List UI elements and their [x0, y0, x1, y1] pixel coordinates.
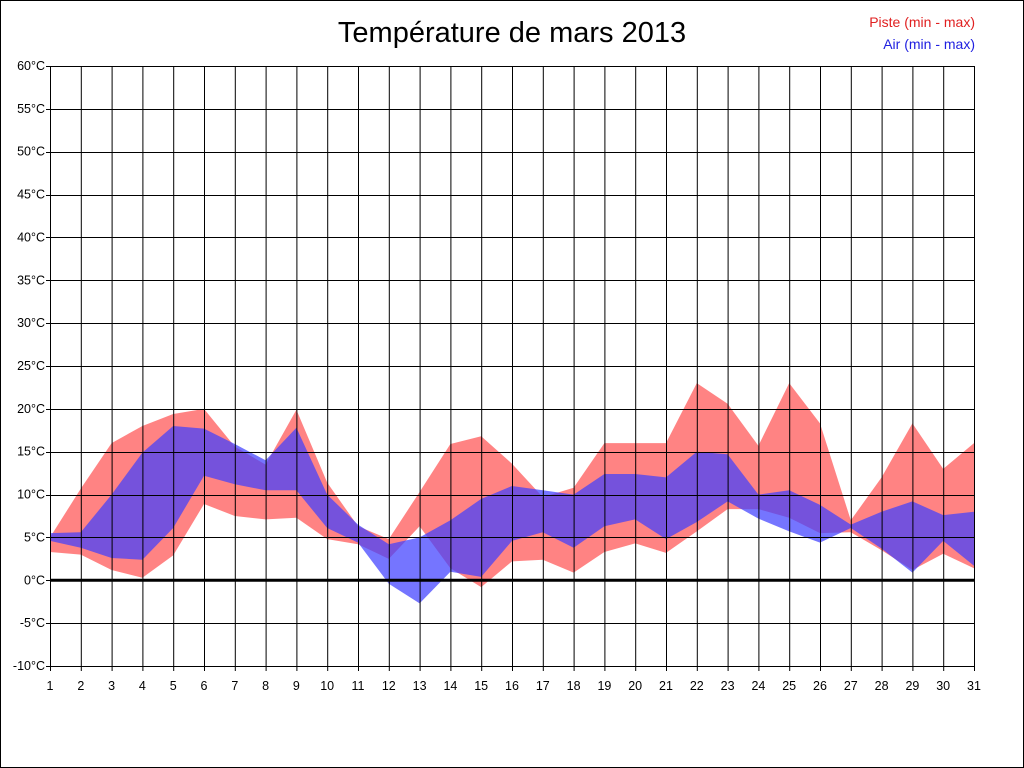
y-tick-label: 20°C: [17, 402, 45, 416]
x-tick-label: 23: [721, 679, 735, 693]
x-tick-label: 24: [751, 679, 765, 693]
x-tick-label: 11: [352, 679, 365, 693]
x-tick-label: 15: [474, 679, 488, 693]
x-tick-label: 16: [505, 679, 519, 693]
x-tick-label: 22: [690, 679, 704, 693]
x-tick-label: 2: [77, 679, 84, 693]
x-tick-label: 7: [231, 679, 238, 693]
x-tick-label: 6: [201, 679, 208, 693]
y-tick-label: 10°C: [17, 488, 45, 502]
x-tick-label: 21: [659, 679, 673, 693]
y-tick-label: 5°C: [24, 530, 45, 544]
chart-title: Température de mars 2013: [337, 17, 687, 49]
x-tick-label: 18: [567, 679, 581, 693]
y-tick-label: 40°C: [17, 230, 45, 244]
x-tick-label: 8: [262, 679, 269, 693]
x-tick-label: 20: [628, 679, 642, 693]
y-tick-label: -5°C: [20, 616, 45, 630]
y-tick-label: 45°C: [17, 188, 45, 202]
y-tick-label: 0°C: [24, 573, 45, 587]
y-tick-label: 35°C: [17, 273, 45, 287]
x-tick-label: 30: [936, 679, 950, 693]
x-tick-label: 27: [844, 679, 858, 693]
x-axis-ticks: 1 2 3 4 5 6 7 8 9 10 11 12 13 14 15 16 17 18 19 20 21 22 23 24 2…: [47, 679, 981, 693]
x-tick-label: 19: [597, 679, 611, 693]
x-tick-label: 1: [47, 679, 54, 693]
x-tick-label: 4: [139, 679, 146, 693]
y-tick-label: 55°C: [17, 102, 45, 116]
x-tick-label: 31: [967, 679, 981, 693]
y-tick-label: 50°C: [17, 145, 45, 159]
x-tick-label: 14: [443, 679, 457, 693]
x-tick-label: 3: [108, 679, 115, 693]
x-tick-label: 13: [413, 679, 427, 693]
x-tick-label: 25: [782, 679, 796, 693]
x-tick-label: 10: [320, 679, 334, 693]
legend-air: Air (min - max): [883, 36, 975, 52]
grid-lines: [46, 66, 975, 671]
x-tick-label: 12: [382, 679, 396, 693]
x-tick-label: 5: [170, 679, 177, 693]
y-tick-label: 15°C: [17, 445, 45, 459]
y-axis-ticks: -10°C -5°C 0°C 5°C 10°C 15°C 20°C 25°C 30°C 35°C 4…: [13, 59, 45, 673]
legend-piste: Piste (min - max): [869, 14, 975, 30]
x-tick-label: 17: [536, 679, 550, 693]
x-tick-label: 28: [875, 679, 889, 693]
y-tick-label: 60°C: [17, 59, 45, 73]
y-tick-label: 25°C: [17, 359, 45, 373]
y-tick-label: 30°C: [17, 316, 45, 330]
y-tick-label: -10°C: [13, 659, 45, 673]
x-tick-label: 26: [813, 679, 827, 693]
x-tick-label: 29: [905, 679, 919, 693]
x-tick-label: 9: [293, 679, 300, 693]
